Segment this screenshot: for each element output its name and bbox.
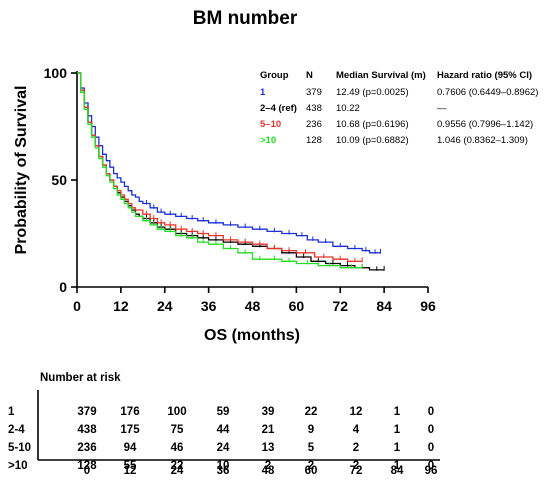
y-axis: 0 50 100 [44, 65, 78, 295]
risk-cell: 128 [77, 460, 97, 472]
risk-time-label: 12 [124, 465, 137, 477]
risk-row-label: 2-4 [8, 424, 25, 436]
legend-n: 379 [306, 87, 322, 98]
risk-cell: 1 [394, 460, 401, 472]
risk-cell: 100 [167, 406, 186, 418]
legend-median: 10.68 (p=0.6196) [336, 119, 409, 130]
risk-cell: 24 [217, 442, 230, 454]
risk-cell: 2 [265, 460, 271, 472]
legend-header: Group [260, 70, 289, 81]
survival-curve-series [77, 72, 363, 269]
risk-row-label: >10 [8, 460, 28, 472]
legend-group: 1 [260, 87, 266, 98]
risk-time-label: 0 [84, 465, 90, 477]
risk-cell: 22 [171, 460, 184, 472]
y-axis-label: Probability of Survival [13, 86, 30, 255]
risk-cell: 236 [77, 442, 96, 454]
legend-group: 2–4 (ref) [260, 103, 297, 114]
risk-row-label: 5-10 [8, 442, 31, 454]
x-tick-label: 84 [376, 298, 392, 314]
x-tick-label: 12 [113, 298, 129, 314]
x-tick-label: 60 [289, 298, 305, 314]
x-tick-label: 96 [420, 298, 436, 314]
legend-group: 5–10 [260, 119, 281, 130]
risk-cell: 44 [217, 424, 230, 436]
risk-cell: 12 [350, 406, 363, 418]
risk-cell: 0 [428, 442, 434, 454]
risk-time-label: 36 [217, 465, 230, 477]
risk-time-label: 84 [391, 465, 404, 477]
risk-cell: 4 [353, 424, 360, 436]
risk-cell: 75 [171, 424, 184, 436]
risk-cell: 1 [394, 442, 401, 454]
x-axis-label: OS (months) [204, 327, 300, 344]
legend-n: 438 [306, 103, 322, 114]
legend-n: 236 [306, 119, 322, 130]
risk-cell: 21 [262, 424, 275, 436]
risk-cell: 59 [217, 406, 230, 418]
risk-cell: 9 [308, 424, 314, 436]
risk-cell: 10 [217, 460, 230, 472]
x-tick-label: 48 [245, 298, 261, 314]
risk-cell: 94 [124, 442, 137, 454]
y-tick-label: 100 [44, 65, 68, 81]
legend-median: 12.49 (p=0.0025) [336, 87, 409, 98]
risk-cell: 13 [262, 442, 275, 454]
risk-cell: 39 [262, 406, 275, 418]
chart-title: BM number [193, 8, 298, 29]
risk-time-label: 60 [305, 465, 318, 477]
risk-time-label: 48 [262, 465, 275, 477]
risk-cell: 55 [124, 460, 137, 472]
risk-time-label: 96 [425, 465, 438, 477]
survival-curves [77, 72, 385, 271]
risk-cell: 175 [120, 424, 140, 436]
risk-cell: 2 [308, 460, 314, 472]
risk-row-label: 1 [8, 406, 15, 418]
risk-cell: 2 [353, 460, 359, 472]
risk-cell: 0 [428, 424, 434, 436]
legend-median: 10.09 (p=0.6882) [336, 135, 409, 146]
risk-cell: 379 [77, 406, 96, 418]
risk-cell: 1 [394, 424, 401, 436]
legend-header: Median Survival (m) [336, 70, 426, 81]
risk-cell: 0 [428, 460, 434, 472]
legend-hr: 0.9556 (0.7996–1.142) [437, 119, 533, 130]
legend-header: N [306, 70, 313, 81]
legend-hr: 1.046 (0.8362–1.309) [437, 135, 528, 146]
y-tick-label: 0 [59, 279, 67, 295]
legend-median: 10.22 [336, 103, 360, 114]
x-tick-label: 36 [201, 298, 217, 314]
risk-cell: 22 [305, 406, 318, 418]
risk-cell: 0 [428, 406, 434, 418]
y-tick-label: 50 [51, 172, 67, 188]
x-tick-label: 0 [73, 298, 81, 314]
risk-table-title: Number at risk [40, 372, 121, 384]
legend-header: Hazard ratio (95% CI) [437, 70, 532, 81]
risk-cell: 1 [394, 406, 401, 418]
risk-cell: 2 [353, 442, 359, 454]
risk-time-label: 72 [350, 465, 363, 477]
risk-cell: 438 [77, 424, 97, 436]
x-tick-label: 24 [157, 298, 173, 314]
x-tick-label: 72 [332, 298, 348, 314]
risk-cell: 5 [308, 442, 315, 454]
survival-curve-series [77, 72, 363, 262]
risk-time-label: 24 [171, 465, 184, 477]
risk-cell: 46 [171, 442, 184, 454]
legend-hr: — [437, 103, 447, 114]
survival-curve-series [77, 72, 381, 254]
x-axis: 0 12 24 36 48 60 72 84 96 [73, 286, 436, 314]
legend: Group N Median Survival (m) Hazard ratio (9… [260, 70, 538, 146]
risk-cell: 176 [120, 406, 139, 418]
legend-group: >10 [260, 135, 276, 146]
legend-n: 128 [306, 135, 322, 146]
legend-hr: 0.7606 (0.6449–0.8962) [437, 87, 538, 98]
